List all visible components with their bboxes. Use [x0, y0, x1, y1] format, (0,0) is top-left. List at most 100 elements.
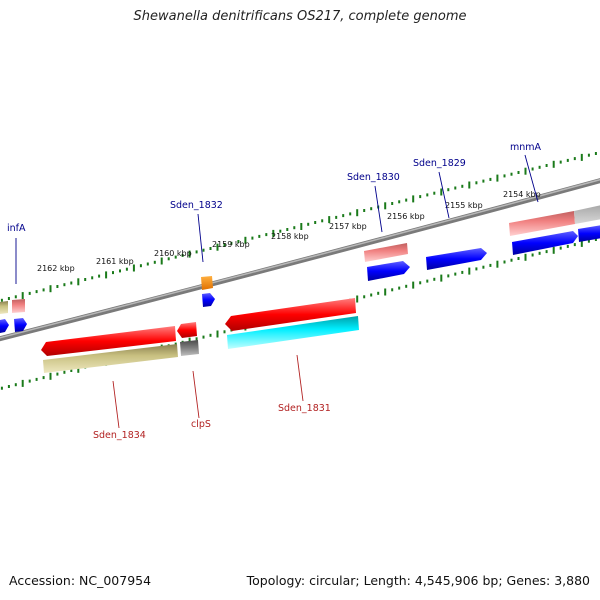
tick-major	[216, 330, 219, 338]
gene-feature[interactable]	[201, 276, 213, 290]
gene-feature[interactable]	[574, 205, 600, 224]
tick-minor	[391, 202, 394, 205]
leader-line	[438, 171, 450, 219]
tick-minor	[42, 376, 45, 380]
tick-minor	[321, 219, 324, 223]
tick-label: 2159 kbp	[212, 240, 250, 249]
tick-minor	[35, 377, 38, 381]
tick-minor	[139, 264, 142, 268]
gene-label-sden-1830[interactable]: Sden_1830	[347, 172, 400, 183]
gene-feature[interactable]	[180, 340, 199, 356]
tick-minor	[489, 263, 492, 267]
gene-feature[interactable]	[0, 301, 8, 314]
gene-feature[interactable]	[43, 344, 178, 373]
tick-minor	[405, 284, 408, 288]
gene-label-clpS[interactable]: clpS	[191, 419, 211, 430]
tick-minor	[566, 244, 569, 248]
tick-minor	[125, 267, 128, 271]
tick-minor	[7, 385, 10, 388]
tick-minor	[223, 330, 226, 334]
tick-label: 2162 kbp	[37, 264, 75, 273]
gene-feature[interactable]	[364, 243, 408, 262]
tick-minor	[573, 157, 576, 161]
tick-major	[300, 223, 303, 230]
tick-label: 2157 kbp	[329, 222, 367, 231]
tick-minor	[489, 177, 492, 181]
tick-minor	[531, 167, 534, 171]
tick-minor	[279, 229, 282, 233]
tick-minor	[461, 184, 464, 188]
tick-minor	[475, 181, 478, 185]
gene-arrow[interactable]	[426, 248, 487, 270]
tick-minor	[454, 272, 457, 276]
tick-minor	[286, 228, 289, 231]
leader-lines-bottom	[112, 354, 304, 429]
gene-arrow[interactable]	[202, 293, 215, 307]
gene-label-mnmA[interactable]: mnmA	[510, 142, 542, 153]
gene-label-sden-1832[interactable]: Sden_1832	[170, 200, 223, 211]
tick-label: 2161 kbp	[96, 257, 134, 266]
tick-minor	[559, 160, 562, 164]
tick-minor	[230, 241, 233, 245]
gene-arrow[interactable]	[14, 318, 27, 332]
tick-minor	[426, 279, 429, 283]
tick-minor	[433, 191, 436, 195]
tick-minor	[370, 207, 373, 211]
tick-minor	[398, 286, 401, 290]
tick-major	[524, 253, 527, 261]
gene-arrow[interactable]	[177, 322, 197, 338]
genome-summary: Topology: circular; Length: 4,545,906 bp…	[246, 573, 590, 588]
tick-minor	[91, 276, 94, 280]
tick-major	[77, 365, 80, 373]
tick-minor	[433, 277, 436, 281]
tick-major	[356, 209, 359, 217]
gene-arrow[interactable]	[367, 261, 410, 281]
gene-label-infA[interactable]: infA	[7, 223, 26, 234]
tick-label: 2155 kbp	[445, 201, 483, 210]
gene-feature[interactable]	[509, 211, 575, 236]
tick-major	[412, 195, 415, 203]
tick-minor	[265, 233, 268, 237]
tick-minor	[503, 260, 506, 264]
tick-major	[132, 264, 135, 272]
tick-minor	[0, 386, 3, 390]
tick-major	[440, 274, 443, 282]
gene-label-sden-1834[interactable]: Sden_1834	[93, 430, 146, 441]
tick-minor	[559, 246, 562, 250]
tick-minor	[42, 288, 45, 292]
tick-minor	[223, 243, 226, 247]
tick-minor	[195, 337, 198, 341]
tick-minor	[146, 262, 149, 266]
tick-label: 2158 kbp	[271, 232, 309, 241]
tick-major	[552, 246, 555, 254]
tick-major	[552, 160, 555, 168]
gene-feature[interactable]	[227, 316, 359, 349]
tick-minor	[454, 186, 457, 190]
tick-minor	[335, 215, 338, 219]
tick-major	[496, 260, 499, 268]
gene-arrow[interactable]	[225, 298, 356, 331]
tick-minor	[14, 383, 17, 387]
tick-minor	[482, 265, 485, 269]
leader-line	[192, 370, 200, 419]
gene-arrow[interactable]	[512, 231, 578, 255]
leader-line	[197, 213, 204, 263]
tick-minor	[119, 269, 121, 273]
gene-label-sden-1829[interactable]: Sden_1829	[413, 158, 466, 169]
tick-minor	[461, 270, 464, 274]
tick-major	[468, 267, 471, 275]
tick-minor	[70, 281, 73, 285]
tick-major	[580, 153, 583, 161]
tick-minor	[63, 283, 66, 287]
gene-arrow[interactable]	[41, 326, 176, 356]
tick-minor	[405, 198, 408, 202]
gene-arrow[interactable]	[0, 319, 9, 333]
tick-minor	[391, 288, 394, 292]
tick-minor	[174, 255, 177, 259]
tick-major	[412, 281, 415, 289]
gene-arrow[interactable]	[578, 225, 600, 242]
gene-feature[interactable]	[12, 299, 25, 313]
tick-minor	[538, 251, 541, 255]
gene-label-sden-1831[interactable]: Sden_1831	[278, 403, 331, 414]
tick-minor	[56, 285, 59, 288]
